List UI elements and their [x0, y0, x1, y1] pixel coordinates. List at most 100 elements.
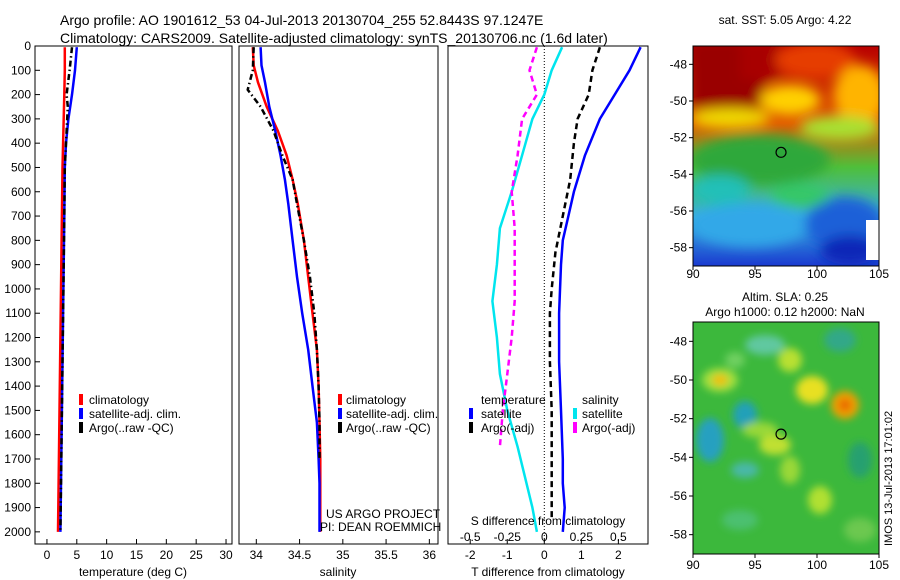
y-tick-label: 600 [11, 185, 31, 199]
map-y-tick-label: -52 [670, 412, 688, 426]
sst-map-panel: sat. SST: 5.05 Argo: 4.22 90 95 1 [670, 13, 890, 281]
pi-annotation: PI: DEAN ROEMMICH [320, 520, 441, 534]
map-y-tick-label: -54 [670, 450, 688, 464]
y-tick-label: 500 [11, 160, 31, 174]
y-tick-label: 900 [11, 258, 31, 272]
x-tick-label: 34.5 [288, 548, 312, 562]
series-line-argo-raw-qc- [59, 47, 74, 532]
sla-map-subtitle: Argo h1000: 0.12 h2000: NaN [705, 305, 864, 319]
map-x-tick-label: 90 [686, 267, 700, 281]
map-y-tick-label: -56 [670, 489, 688, 503]
y-tick-label: 2000 [4, 525, 31, 539]
map-x-tick-label: 105 [869, 267, 889, 281]
map-x-tick-label: 90 [686, 558, 700, 572]
y-tick-label: 1600 [4, 428, 31, 442]
x-tick-label: 25 [190, 548, 204, 562]
y-tick-label: 1500 [4, 403, 31, 417]
project-annotation: US ARGO PROJECT [326, 507, 441, 521]
x-tick-label: 34 [250, 548, 264, 562]
temperature-xlabel: temperature (deg C) [79, 565, 187, 579]
sla-map-frame [692, 321, 880, 555]
legend-swatch-s-satellite [573, 408, 577, 419]
top-tick-label: -0.25 [494, 530, 522, 544]
sla-map-panel: Altim. SLA: 0.25 Argo h1000: 0.12 h2000:… [670, 290, 895, 572]
sst-heatmap [693, 46, 879, 266]
map-y-tick-label: -58 [670, 241, 688, 255]
series-line-argo-adj--temperature [548, 46, 602, 520]
legend-label-argo: Argo(..raw -QC) [89, 421, 174, 435]
map-y-tick-label: -56 [670, 204, 688, 218]
legend-label-satellite-adj: satellite-adj. clim. [89, 407, 181, 421]
y-tick-label: 0 [24, 39, 31, 53]
series-line-climatology [56, 47, 67, 532]
imos-timestamp: IMOS 13-Jul-2013 17:01:02 [883, 411, 895, 546]
legend-swatch-satellite-adj [79, 408, 83, 419]
top-tick-label: 0 [541, 530, 548, 544]
series-line-satellite-temperature [557, 46, 642, 532]
legend-swatch-argo [79, 422, 83, 433]
top-tick-label: 0.5 [610, 530, 627, 544]
legend-label-climatology: climatology [346, 393, 406, 407]
legend-label-climatology: climatology [89, 393, 149, 407]
y-tick-label: 800 [11, 233, 31, 247]
salinity-panel: 34 34.5 35 35.5 36 climatology satellite-adj… [238, 45, 441, 579]
legend-label-t-argo: Argo(-adj) [481, 421, 534, 435]
legend-swatch-t-argo [469, 422, 473, 433]
x-tick-label: 35 [336, 548, 350, 562]
y-tick-label: 1900 [4, 501, 31, 515]
sla-map-title: Altim. SLA: 0.25 [742, 290, 828, 304]
x-tick-label: 5 [73, 548, 80, 562]
x-tick-label: 30 [219, 548, 233, 562]
map-x-tick-label: 100 [807, 267, 827, 281]
series-line-satellite-adj-clim- [259, 47, 321, 532]
x-tick-label: 15 [130, 548, 144, 562]
x-tick-label: -1 [502, 548, 513, 562]
map-y-tick-label: -54 [670, 167, 688, 181]
series-line-argo-raw-qc- [246, 47, 321, 459]
map-y-tick-label: -48 [670, 334, 688, 348]
difference-legend: temperature satellite Argo(-adj) salinit… [469, 393, 635, 435]
sst-map-frame [692, 45, 880, 267]
y-tick-label: 300 [11, 112, 31, 126]
legend-swatch-climatology [79, 394, 83, 405]
y-tick-label: 400 [11, 136, 31, 150]
map-y-tick-label: -48 [670, 57, 688, 71]
legend-swatch-s-argo [573, 422, 577, 433]
series-line-satellite-salinity [491, 46, 564, 533]
x-tick-label: 35.5 [374, 548, 398, 562]
map-y-tick-label: -58 [670, 528, 688, 542]
top-tick-label: -0.5 [460, 530, 481, 544]
legend-label-s-satellite: satellite [582, 407, 623, 421]
y-tick-label: 1700 [4, 452, 31, 466]
x-tick-label: 20 [160, 548, 174, 562]
sla-argo-location-marker [775, 428, 787, 440]
difference-panel: -2 -1 0 1 2 -0.5 -0.25 0 0.25 0.5 temperature sa… [447, 45, 649, 579]
legend-label-t-satellite: satellite [481, 407, 522, 421]
map-y-tick-label: -50 [670, 373, 688, 387]
x-tick-label: 0 [541, 548, 548, 562]
x-tick-label: 0 [44, 548, 51, 562]
map-y-tick-label: -52 [670, 131, 688, 145]
legend-label-satellite-adj: satellite-adj. clim. [346, 407, 438, 421]
figure-title-line1: Argo profile: AO 1901612_53 04-Jul-2013 … [60, 12, 544, 28]
temperature-legend: climatology satellite-adj. clim. Argo(..… [79, 393, 181, 435]
x-tick-label: 36 [423, 548, 437, 562]
x-tick-label: -2 [465, 548, 476, 562]
map-y-tick-label: -50 [670, 94, 688, 108]
salinity-legend: climatology satellite-adj. clim. Argo(..… [338, 393, 438, 435]
y-tick-label: 1100 [5, 306, 31, 320]
legend-title-temperature: temperature [481, 393, 546, 407]
sla-heatmap [693, 322, 879, 554]
map-x-tick-label: 95 [748, 267, 762, 281]
y-tick-label: 1200 [4, 331, 31, 345]
series-line-argo-adj--salinity [498, 46, 539, 447]
y-tick-label: 1400 [4, 379, 31, 393]
figure-title-line2: Climatology: CARS2009. Satellite-adjuste… [60, 30, 608, 46]
legend-label-argo: Argo(..raw -QC) [346, 421, 431, 435]
y-tick-label: 100 [11, 63, 31, 77]
temperature-panel: 0100200300400500600700800900100011001200… [4, 39, 233, 579]
x-tick-label: 2 [615, 548, 622, 562]
y-tick-label: 700 [11, 209, 31, 223]
legend-label-s-argo: Argo(-adj) [582, 421, 635, 435]
